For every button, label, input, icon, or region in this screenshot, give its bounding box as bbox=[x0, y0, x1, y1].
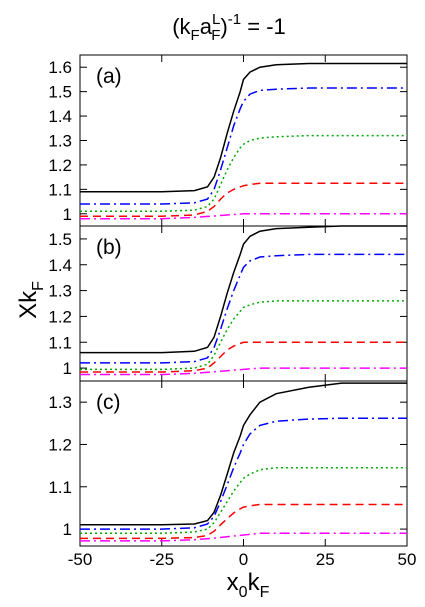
panel-1: 1 1.1 1.2 1.3 1.4 1.5 1.6 (a) bbox=[48, 54, 408, 227]
title-sup-l: L bbox=[212, 11, 220, 28]
series-line-2 bbox=[80, 253, 407, 364]
ylabel-main: Xk bbox=[15, 290, 42, 319]
series-line-5 bbox=[80, 213, 407, 220]
x-axis-label: x0kF bbox=[227, 569, 270, 601]
panel-2: 1 1.1 1.2 1.3 1.4 1.5 (b) bbox=[48, 225, 408, 382]
title-prefix: (k bbox=[172, 14, 191, 39]
panel-frame bbox=[79, 225, 408, 382]
x-tick-label: 0 bbox=[239, 550, 248, 569]
y-tick-label: 1.3 bbox=[48, 393, 72, 412]
x-tick-label: -50 bbox=[68, 550, 93, 569]
panel-label: (c) bbox=[96, 391, 121, 414]
panel-label: (a) bbox=[96, 65, 122, 88]
ylabel-sub: F bbox=[30, 281, 47, 291]
series-line-5 bbox=[80, 532, 407, 542]
x-tick-label: 25 bbox=[316, 550, 335, 569]
y-tick-label: 1.2 bbox=[48, 307, 72, 326]
series-line-5 bbox=[80, 367, 407, 376]
chart-title: (kFaL F)-1 = -1 bbox=[172, 11, 286, 44]
y-tick-label: 1.5 bbox=[48, 230, 72, 249]
xlabel-k: k bbox=[248, 569, 261, 596]
y-tick-label: 1.4 bbox=[48, 107, 72, 126]
series-line-4 bbox=[80, 182, 407, 217]
series-line-1 bbox=[80, 225, 407, 354]
y-tick-label: 1.1 bbox=[48, 478, 72, 497]
panel-label: (b) bbox=[96, 236, 122, 259]
x-tick-label: 50 bbox=[398, 550, 417, 569]
y-tick-label: 1.1 bbox=[48, 333, 72, 352]
series-line-3 bbox=[80, 300, 407, 371]
x-tick-label: -25 bbox=[149, 550, 174, 569]
title-sub-f2: F bbox=[211, 27, 220, 44]
xlabel-main: x bbox=[227, 569, 239, 596]
y-tick-label: 1.2 bbox=[48, 435, 72, 454]
series-line-4 bbox=[80, 341, 407, 373]
y-tick-label: 1 bbox=[63, 205, 72, 224]
title-sup-exp: -1 bbox=[228, 11, 241, 28]
xlabel-subF: F bbox=[260, 584, 270, 601]
title-sub-f: F bbox=[191, 27, 200, 44]
y-tick-label: 1.4 bbox=[48, 256, 72, 275]
y-tick-label: 1.6 bbox=[48, 58, 72, 77]
y-tick-label: 1.5 bbox=[48, 83, 72, 102]
panel-3: 1 1.1 1.2 1.3 -50 -25 0 25 50 (c) bbox=[48, 380, 417, 569]
series-line-4 bbox=[80, 503, 407, 540]
y-tick-label: 1.3 bbox=[48, 282, 72, 301]
y-tick-label: 1 bbox=[63, 520, 72, 539]
y-axis-label: XkF bbox=[15, 281, 47, 319]
title-tail: = -1 bbox=[241, 14, 286, 39]
series-line-3 bbox=[80, 134, 407, 213]
y-tick-label: 1 bbox=[63, 359, 72, 378]
panels: 1 1.1 1.2 1.3 1.4 1.5 1.6 (a) 1 1.1 1.2 1.3 1.4 1.5 (b… bbox=[48, 54, 417, 569]
series-line-2 bbox=[80, 87, 407, 205]
series-line-1 bbox=[80, 62, 407, 193]
y-tick-label: 1.1 bbox=[48, 180, 72, 199]
title-close: ) bbox=[220, 14, 227, 39]
y-tick-label: 1.3 bbox=[48, 132, 72, 151]
title-a: a bbox=[200, 14, 213, 39]
y-tick-label: 1.2 bbox=[48, 156, 72, 175]
xlabel-sub0: 0 bbox=[239, 584, 248, 601]
series-line-3 bbox=[80, 466, 407, 535]
series-line-2 bbox=[80, 417, 407, 530]
series-line-1 bbox=[80, 382, 407, 526]
panel-frame bbox=[79, 380, 408, 547]
